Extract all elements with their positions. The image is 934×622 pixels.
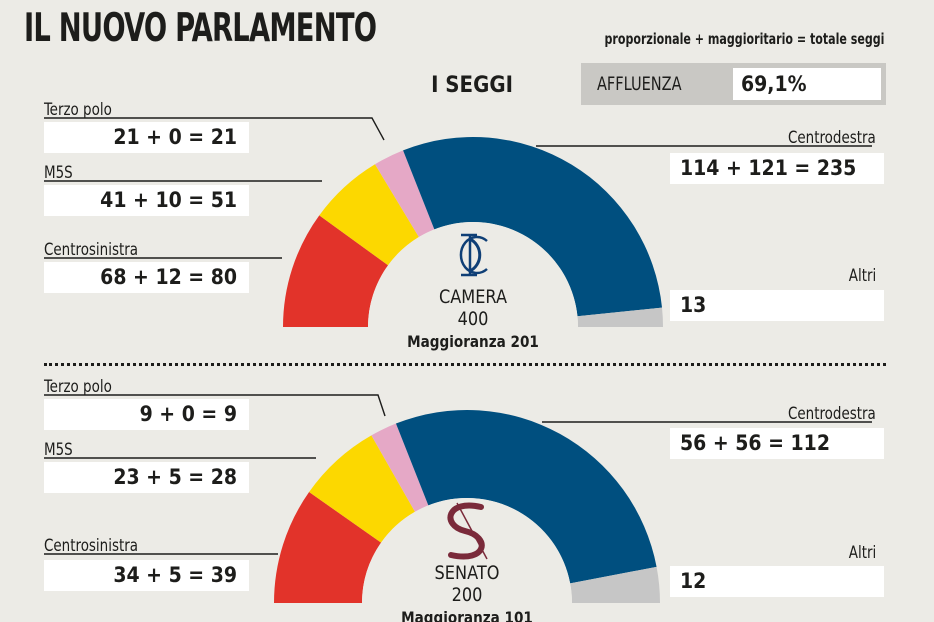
senato-m5s-value: 23 + 5 = 28	[44, 462, 249, 493]
senato-centrosinistra-seat-arc	[274, 492, 382, 603]
senato-m5s-seat-arc	[309, 435, 415, 543]
senato-terzo_polo-leader-line	[44, 394, 386, 417]
camera-centrosinistra-value: 68 + 12 = 80	[44, 262, 249, 293]
senato-terzo-polo-value: 9 + 0 = 9	[44, 399, 249, 430]
section-title: I SEGGI	[431, 73, 513, 98]
page-title: IL NUOVO PARLAMENTO	[24, 6, 377, 51]
turnout-label: AFFLUENZA	[597, 73, 682, 95]
section-divider	[44, 363, 886, 366]
camera-m5s-seat-arc	[319, 164, 419, 266]
camera-terzo-polo-label: Terzo polo	[44, 100, 112, 120]
senato-centrodestra-label: Centrodestra	[788, 404, 876, 424]
camera-centrosinistra-seat-arc	[283, 215, 389, 327]
camera-total-seats: 400	[458, 309, 489, 331]
senato-chamber-name: SENATO	[435, 563, 500, 585]
camera-centrodestra-seat-arc	[403, 137, 663, 317]
senato-total-seats: 200	[452, 585, 483, 607]
camera-terzo-polo-value: 21 + 0 = 21	[44, 122, 249, 153]
camera-terzo_polo-seat-arc	[375, 150, 435, 238]
senato-m5s-label: M5S	[44, 440, 73, 460]
senato-altri-label: Altri	[848, 543, 877, 563]
turnout-value: 69,1%	[733, 68, 881, 100]
senato-emblem-icon	[447, 502, 488, 560]
senato-inner-disc	[362, 498, 572, 603]
senato-centrodestra-value: 56 + 56 = 112	[670, 428, 884, 459]
camera-chamber-name: CAMERA	[439, 287, 507, 309]
camera-centrosinistra-label: Centrosinistra	[44, 240, 139, 260]
camera-m5s-value: 41 + 10 = 51	[44, 185, 249, 216]
camera-emblem-icon	[459, 233, 488, 277]
senato-centrosinistra-label: Centrosinistra	[44, 536, 139, 556]
camera-terzo_polo-leader-line	[44, 117, 385, 141]
turnout-panel: AFFLUENZA 69,1%	[581, 63, 886, 105]
legend-formula: proporzionale + maggioritario = totale s…	[603, 30, 884, 48]
senato-centrodestra-seat-arc	[395, 409, 657, 584]
camera-altri-value: 13	[670, 290, 884, 321]
senato-terzo-polo-label: Terzo polo	[44, 377, 112, 397]
senato-altri-seat-arc	[570, 566, 660, 603]
senato-centrosinistra-value: 34 + 5 = 39	[44, 560, 249, 591]
camera-altri-seat-arc	[577, 307, 663, 327]
camera-altri-label: Altri	[848, 266, 877, 286]
senato-altri-value: 12	[670, 566, 884, 597]
camera-majority-label: Maggioranza 201	[407, 333, 539, 351]
senato-terzo_polo-seat-arc	[371, 423, 429, 512]
camera-m5s-label: M5S	[44, 163, 73, 183]
camera-centrodestra-value: 114 + 121 = 235	[670, 153, 884, 184]
senato-majority-label: Maggioranza 101	[401, 609, 533, 622]
camera-centrodestra-label: Centrodestra	[788, 128, 876, 148]
